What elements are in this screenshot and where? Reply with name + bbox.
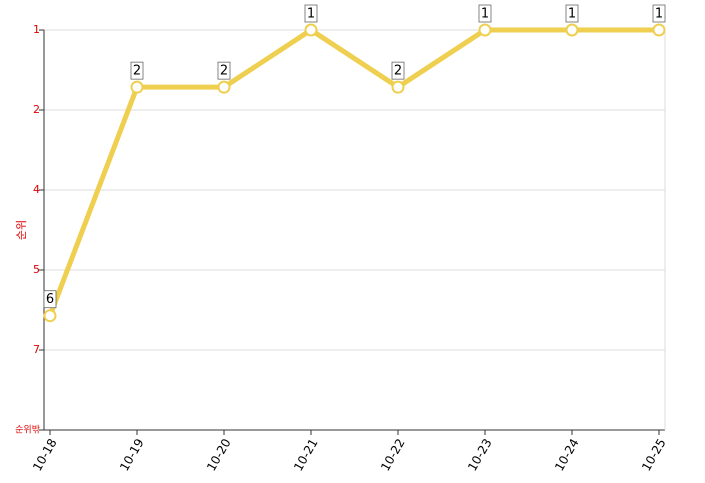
- data-label: 2: [220, 64, 228, 79]
- y-tick-label: 5: [33, 263, 40, 276]
- data-label: 2: [394, 64, 402, 79]
- point: [217, 80, 231, 94]
- point: [304, 23, 318, 37]
- point: [43, 309, 57, 323]
- point: [391, 80, 405, 94]
- y-tick-label: 순위밖: [15, 425, 40, 436]
- y-tick-label: 1: [33, 23, 40, 36]
- x-tick-label: 10-22: [378, 436, 408, 473]
- data-label: 2: [133, 64, 141, 79]
- data-label-box: [478, 4, 492, 23]
- y-tick-label: 2: [33, 103, 40, 116]
- y-tick-label: 4: [33, 183, 40, 196]
- data-label: 6: [46, 292, 54, 307]
- x-tick-label: 10-21: [291, 436, 321, 473]
- data-label-box: [565, 4, 579, 23]
- x-tick-label: 10-24: [552, 436, 582, 473]
- data-label: 1: [481, 7, 489, 22]
- data-label-box: [652, 4, 666, 23]
- x-tick-label: 10-25: [639, 436, 669, 473]
- data-label-box: [391, 61, 405, 80]
- x-tick-label: 10-20: [204, 436, 234, 473]
- point: [130, 80, 144, 94]
- point: [478, 23, 492, 37]
- x-tick-label: 10-18: [30, 436, 60, 473]
- data-label-box: [304, 4, 318, 23]
- data-label-box: [217, 61, 231, 80]
- data-label-box: [43, 290, 57, 309]
- data-label: 1: [568, 7, 576, 22]
- data-label-box: [130, 61, 144, 80]
- point: [652, 23, 666, 37]
- x-tick-label: 10-23: [465, 436, 495, 473]
- data-label: 1: [655, 7, 663, 22]
- line: [47, 27, 659, 317]
- data-label: 1: [307, 7, 315, 22]
- x-tick-label: 10-19: [117, 436, 147, 473]
- y-axis-label: 순위: [15, 220, 28, 240]
- y-tick-label: 7: [33, 343, 40, 356]
- point: [565, 23, 579, 37]
